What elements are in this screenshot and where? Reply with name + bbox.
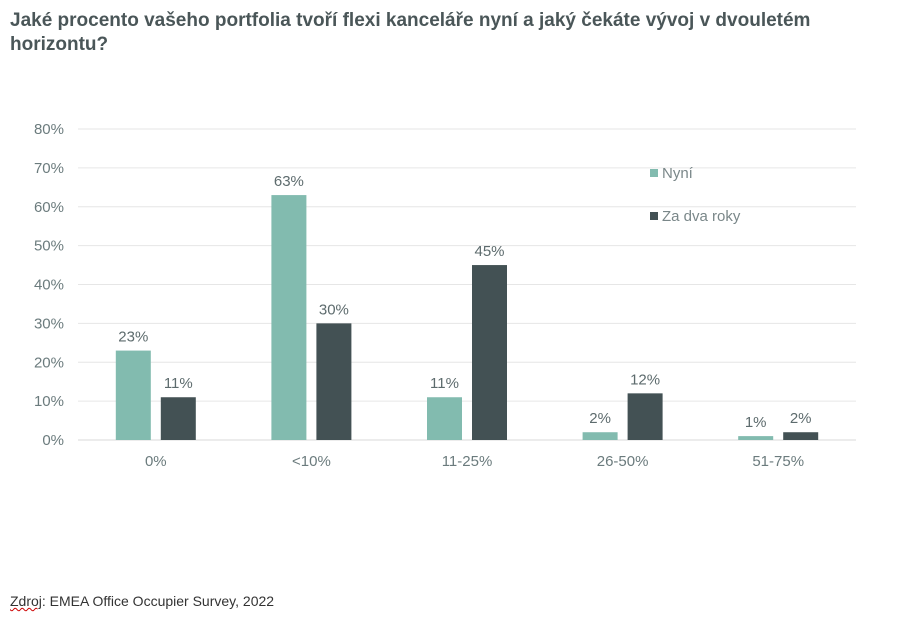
source-note: Zdroj: EMEA Office Occupier Survey, 2022 [10,593,274,609]
y-tick-label: 40% [34,277,64,294]
y-tick-label: 60% [34,199,64,216]
bar-nyni [115,350,151,440]
data-label: 2% [790,410,812,427]
legend-label-za-dva-roky: Za dva roky [662,208,741,225]
bar-za-dva-roky [316,323,352,440]
y-tick-label: 80% [34,121,64,138]
data-label: 45% [474,243,504,260]
bar-za-dva-roky [472,265,507,440]
bar-nyni [738,436,774,440]
data-label: 30% [319,301,349,318]
data-label: 11% [430,375,459,392]
bar-nyni [427,397,462,440]
legend-label-nyni: Nyní [662,165,693,182]
y-tick-label: 0% [42,432,64,449]
source-label: Zdroj [10,593,42,609]
bar-za-dva-roky [160,397,196,440]
data-label: 1% [745,414,767,431]
legend-item-nyni: Nyní [650,165,693,182]
data-label: 12% [630,371,660,388]
chart-title: Jaké procento vašeho portfolia tvoří fle… [10,10,811,55]
bar-nyni [271,195,307,440]
legend-swatch-za-dva-roky [650,212,658,220]
bar-za-dva-roky [627,393,663,440]
legend-item-za-dva-roky: Za dva roky [650,208,740,225]
x-tick-label: <10% [292,453,331,470]
y-tick-label: 70% [34,160,64,177]
data-label: 23% [118,329,148,346]
y-tick-label: 20% [34,354,64,371]
x-tick-label: 26-50% [597,453,649,470]
x-tick-label: 0% [145,453,167,470]
source-text: : EMEA Office Occupier Survey, 2022 [41,593,275,609]
x-tick-label: 11-25% [442,453,493,470]
bar-nyni [582,432,618,440]
x-tick-label: 51-75% [752,453,804,470]
data-label: 11% [164,375,193,392]
legend-swatch-nyni [650,169,658,177]
data-label: 2% [589,410,611,427]
y-tick-label: 10% [34,393,64,410]
y-tick-label: 30% [34,315,64,332]
y-tick-label: 50% [34,238,64,255]
data-label: 63% [274,173,304,190]
bar-za-dva-roky [783,432,819,440]
